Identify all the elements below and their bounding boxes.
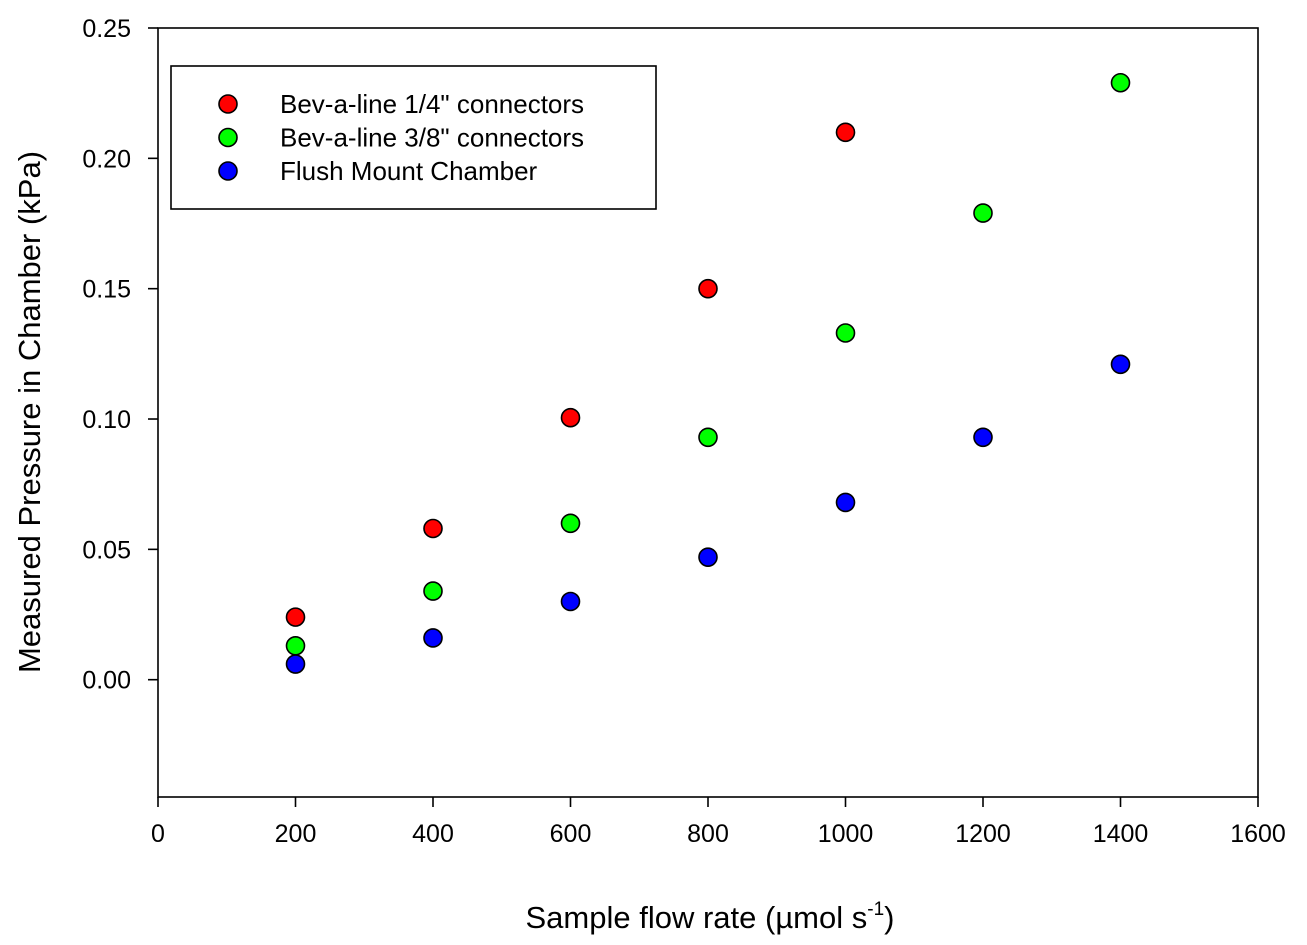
- x-tick-label: 1000: [818, 820, 874, 848]
- data-point-series-2: [835, 323, 856, 343]
- x-tick-label: 0: [151, 820, 165, 848]
- y-tick-label: 0.00: [82, 667, 131, 695]
- legend-marker: [218, 94, 238, 114]
- legend: Bev-a-line 1/4" connectors Bev-a-line 3/8…: [170, 65, 657, 210]
- data-point-series-1: [423, 518, 443, 539]
- data-points: [285, 72, 1131, 674]
- y-tick-label: 0.20: [82, 145, 131, 173]
- data-point-series-2: [285, 636, 306, 656]
- x-axis: 0 200 400 600 800 1000 1200 1400 1600: [151, 797, 1286, 848]
- y-tick-label: 0.10: [82, 406, 131, 434]
- data-point-series-3: [560, 591, 581, 612]
- data-point-series-3: [973, 427, 993, 448]
- x-tick-label: 400: [412, 820, 454, 848]
- y-tick-label: 0.15: [82, 276, 131, 304]
- data-point-series-1: [285, 607, 306, 627]
- x-tick-label: 1600: [1230, 820, 1286, 848]
- data-point-series-3: [285, 654, 306, 674]
- x-tick-label: 200: [275, 820, 317, 848]
- data-point-series-2: [1110, 72, 1131, 93]
- x-tick-label: 1200: [955, 820, 1011, 848]
- legend-box: [170, 65, 657, 210]
- legend-marker: [218, 127, 238, 148]
- data-point-series-2: [560, 513, 581, 534]
- legend-marker: [218, 161, 238, 181]
- data-point-series-1: [698, 278, 718, 299]
- x-tick-label: 600: [550, 820, 592, 848]
- y-tick-label: 0.25: [82, 15, 131, 43]
- y-axis: 0.00 0.05 0.10 0.15 0.20 0.25: [82, 15, 158, 695]
- x-tick-label: 1400: [1093, 820, 1149, 848]
- data-point-series-3: [698, 547, 718, 567]
- legend-label: Bev-a-line 3/8" connectors: [280, 123, 584, 153]
- data-point-series-1: [560, 407, 581, 428]
- data-point-series-2: [973, 203, 993, 223]
- data-point-series-3: [835, 492, 856, 513]
- legend-label: Bev-a-line 1/4" connectors: [280, 89, 584, 119]
- y-axis-title: Measured Pressure in Chamber (kPa): [12, 151, 47, 673]
- data-point-series-2: [698, 427, 718, 448]
- data-point-series-3: [423, 628, 443, 648]
- x-tick-label: 800: [687, 820, 729, 848]
- y-tick-label: 0.05: [82, 536, 131, 564]
- data-point-series-2: [423, 581, 443, 601]
- x-axis-title: Sample flow rate (µmol s-1): [526, 899, 895, 935]
- legend-items: Bev-a-line 1/4" connectors Bev-a-line 3/8…: [218, 89, 584, 186]
- data-point-series-3: [1110, 354, 1131, 375]
- data-point-series-1: [835, 122, 856, 143]
- legend-label: Flush Mount Chamber: [280, 156, 538, 186]
